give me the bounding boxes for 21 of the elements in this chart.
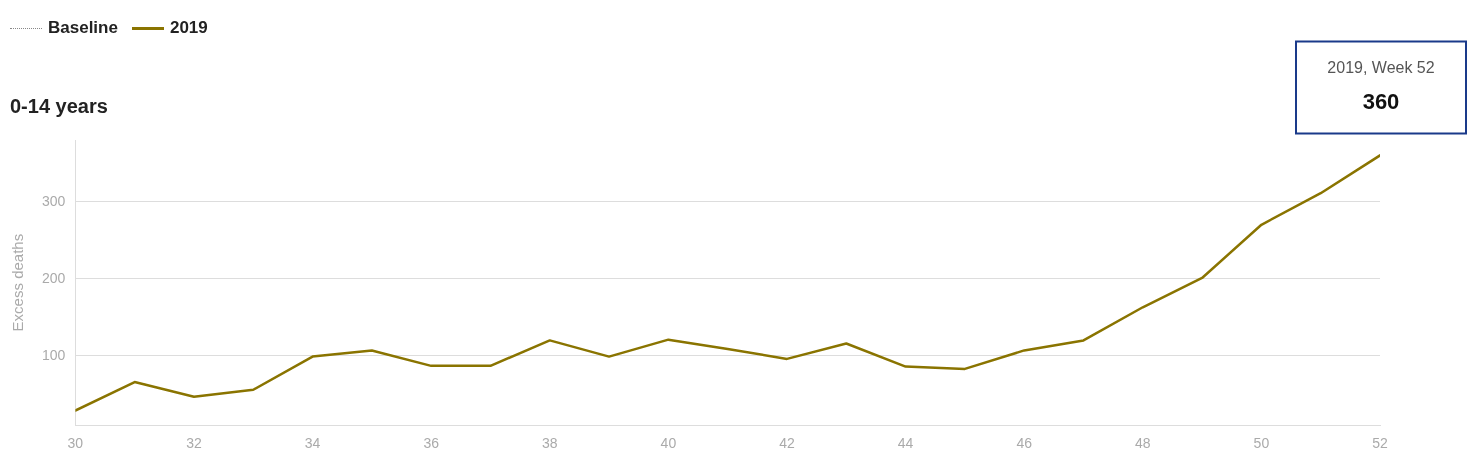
y-tick-label: 200: [42, 269, 66, 286]
x-tick-label: 44: [897, 435, 914, 452]
x-tick-label: 42: [779, 435, 795, 452]
chart-title: 0-14 years: [10, 95, 108, 118]
y-axis-title: Excess deaths: [9, 233, 27, 332]
x-tick-label: 46: [1016, 435, 1033, 452]
x-tick-label: 30: [67, 435, 84, 452]
x-tick-label: 38: [541, 435, 558, 452]
data-label: 360: [1362, 89, 1400, 115]
text: 2019, Week 52: [1327, 58, 1435, 76]
x-tick-label: 32: [186, 435, 202, 452]
x-tick-label: 34: [304, 435, 321, 452]
x-tick-label: 48: [1135, 435, 1151, 452]
x-tick-label: 52: [1372, 435, 1388, 452]
y-tick-label: 100: [42, 346, 66, 363]
x-tick-label: 50: [1253, 435, 1270, 452]
x-tick-label: 36: [423, 435, 440, 452]
y-tick-label: 300: [42, 192, 66, 209]
x-tick-label: 40: [660, 435, 677, 452]
legend-label: Baseline: [48, 18, 118, 38]
legend-label: 2019: [169, 18, 208, 38]
